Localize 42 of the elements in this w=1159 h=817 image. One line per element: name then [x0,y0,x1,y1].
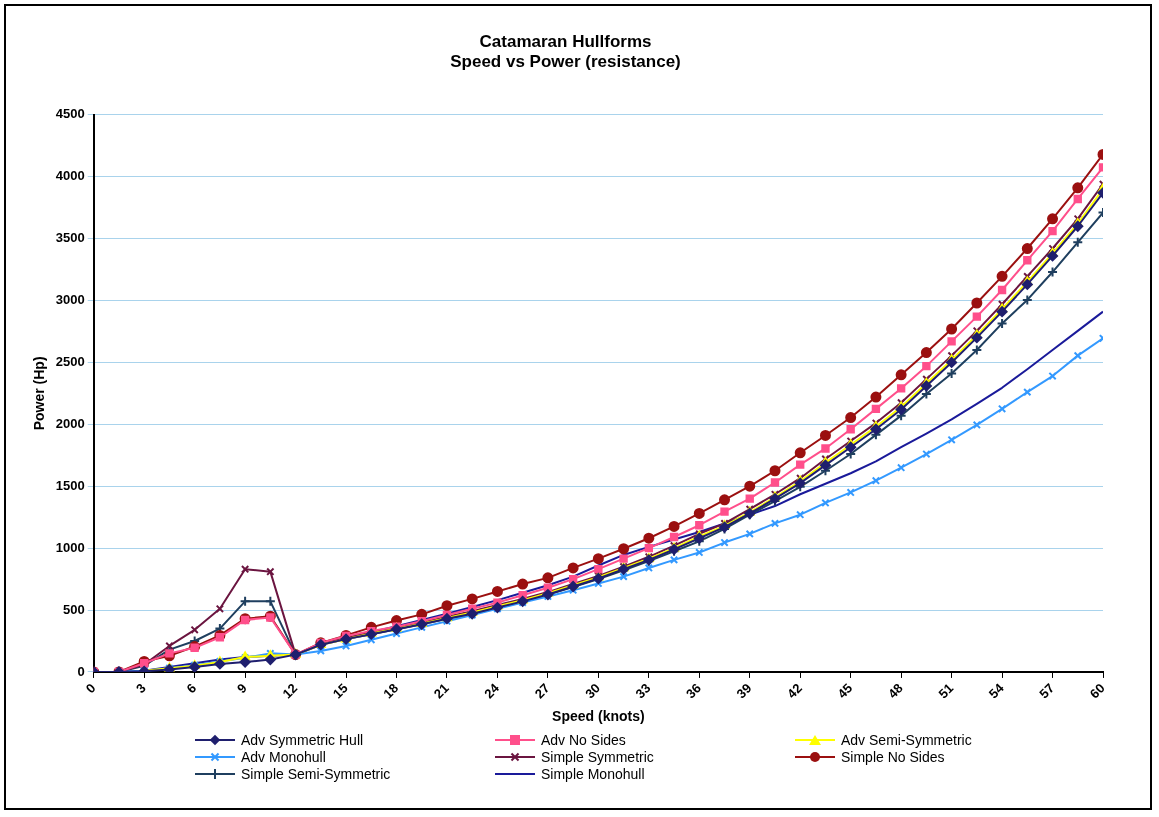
legend-label: Adv Semi-Symmetric [841,732,972,748]
x-tick-label: 51 [935,680,957,702]
x-tick-label: 0 [82,680,99,697]
x-tick-label: 24 [481,679,503,702]
y-tick-label: 3500 [55,230,85,246]
y-tick-label: 0 [77,663,85,679]
legend-label: Adv Symmetric Hull [241,732,364,748]
x-tick-label: 6 [183,680,200,697]
x-tick-label: 45 [834,680,856,702]
x-tick-label: 27 [531,680,553,702]
x-tick-label: 57 [1036,680,1058,702]
x-tick-label: 12 [279,680,301,702]
x-tick-label: 39 [733,680,755,702]
x-tick-label: 15 [329,680,351,702]
y-tick-label: 3000 [55,292,85,308]
x-tick-label: 54 [985,679,1008,702]
x-tick-label: 60 [1086,680,1108,702]
chart-title: Catamaran Hullforms Speed vs Power (resistance) [450,31,681,72]
legend-label: Simple Symmetric [541,749,654,765]
y-tick-label: 4500 [55,106,85,122]
y-tick-label: 2000 [55,415,85,431]
x-tick-label: 3 [133,680,149,697]
y-tick-label: 1000 [55,539,85,555]
legend-label: Simple Monohull [541,766,645,782]
x-tick-label: 42 [784,680,805,702]
legend-label: Simple Semi-Symmetric [241,766,391,782]
y-tick-label: 500 [63,601,85,617]
legend-label: Simple No Sides [841,749,945,765]
y-tick-label: 2500 [55,354,85,369]
y-tick-label: 4000 [55,168,85,184]
x-tick-label: 30 [582,680,604,702]
x-axis-title: Speed (knots) [552,708,645,725]
x-tick-label: 48 [884,680,906,702]
x-tick-label: 21 [430,680,452,702]
legend-label: Adv No Sides [541,732,626,748]
x-tick-label: 36 [683,680,704,702]
x-tick-label: 18 [380,680,402,702]
legend-label: Adv Monohull [241,749,326,765]
x-tick-label: 33 [632,680,654,702]
y-tick-label: 1500 [55,477,85,493]
x-tick-label: 9 [234,680,250,697]
y-axis-title: Power (Hp) [31,356,48,431]
